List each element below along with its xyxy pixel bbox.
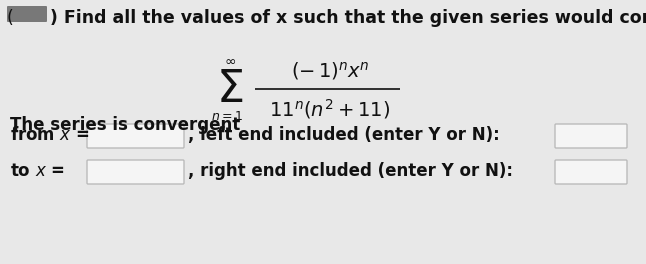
Text: to $x$ =: to $x$ =	[10, 162, 65, 180]
Text: from $x$ =: from $x$ =	[10, 126, 90, 144]
FancyBboxPatch shape	[555, 160, 627, 184]
Text: , left end included (enter Y or N):: , left end included (enter Y or N):	[188, 126, 500, 144]
Text: ) Find all the values of x such that the given series would converge.: ) Find all the values of x such that the…	[50, 9, 646, 27]
Text: $(-\,1)^n x^n$: $(-\,1)^n x^n$	[291, 60, 370, 82]
Text: The series is convergent: The series is convergent	[10, 116, 240, 134]
Text: $\Sigma$: $\Sigma$	[216, 67, 244, 111]
Text: (: (	[7, 9, 14, 27]
Text: $11^n(n^2+11)$: $11^n(n^2+11)$	[269, 97, 391, 121]
FancyBboxPatch shape	[87, 160, 184, 184]
Text: $\infty$: $\infty$	[224, 54, 236, 68]
FancyBboxPatch shape	[555, 124, 627, 148]
Text: , right end included (enter Y or N):: , right end included (enter Y or N):	[188, 162, 513, 180]
Text: $n=1$: $n=1$	[211, 111, 243, 124]
FancyBboxPatch shape	[7, 6, 47, 22]
FancyBboxPatch shape	[87, 124, 184, 148]
